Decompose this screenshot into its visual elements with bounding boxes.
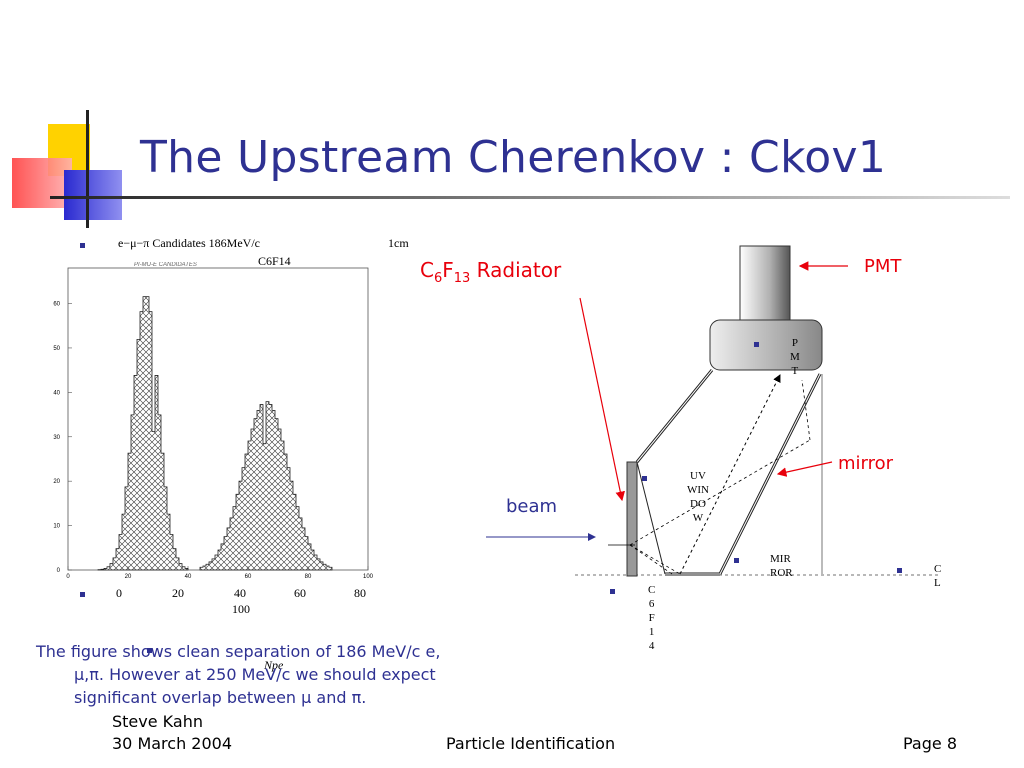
histogram-header: e−μ−π Candidates 186MeV/c (118, 236, 260, 250)
bullet-marker (147, 648, 152, 653)
bullet-marker (80, 592, 85, 597)
uv-line: W (692, 512, 704, 524)
x-tick-label: 60 (245, 574, 252, 580)
x-tick-label: 0 (66, 574, 70, 580)
c6f14-letter: 4 (648, 640, 655, 652)
axis-label-20: 20 (172, 586, 184, 600)
footer-date: 30 March 2004 (112, 734, 233, 753)
radiator-label-sub2: 13 (453, 271, 471, 286)
radiator-block (626, 461, 638, 577)
pmt-letter: T (791, 365, 799, 377)
y-tick-label: 10 (53, 524, 60, 530)
histogram-header-unit: 1cm (388, 236, 409, 250)
bullet-marker (80, 243, 85, 248)
x-axis-label: Npe (264, 658, 284, 672)
beam-label: beam (506, 496, 558, 517)
x-tick-label: 20 (125, 574, 132, 580)
pmt-tube (739, 245, 791, 322)
y-tick-label: 60 (53, 302, 60, 308)
pmt-letter: M (790, 351, 800, 363)
y-tick-label: 0 (57, 568, 61, 574)
pmt-letter: P (791, 337, 798, 349)
histogram-peak-electron-muon (97, 296, 189, 571)
bullet-marker (642, 476, 647, 481)
radiator-label-tail: Radiator (470, 258, 562, 282)
cl-letter: C (934, 563, 942, 575)
y-tick-label: 30 (53, 435, 60, 441)
footer-author: Steve Kahn (112, 712, 203, 731)
scan-header: PI-MU-E CANDIDATES (134, 262, 197, 268)
axis-label-40: 40 (234, 586, 246, 600)
red-square (12, 158, 72, 208)
uv-line: UV (690, 470, 706, 482)
bullet-marker (897, 568, 902, 573)
mirror-line: ROR (770, 567, 793, 579)
c6f14-letter: 1 (648, 626, 655, 638)
y-tick-label: 50 (53, 346, 60, 352)
c6f14-letter: C (648, 584, 656, 596)
blue-square (64, 170, 122, 220)
axis-label-0: 0 (116, 586, 122, 600)
radiator-label-sub1: 6 (433, 271, 443, 286)
uv-line: WIN (687, 484, 709, 496)
vertical-rule (86, 110, 89, 228)
pmt-label: PMT (864, 256, 902, 277)
logo-decoration (10, 110, 1010, 230)
bullet-marker (754, 342, 759, 347)
pmt-base (709, 319, 823, 371)
x-tick-label: 80 (305, 574, 312, 580)
bullet-marker (734, 558, 739, 563)
mirror-line: MIR (770, 553, 791, 565)
horizontal-rule (50, 196, 1010, 199)
axis-label-60: 60 (294, 586, 306, 600)
y-tick-label: 40 (53, 390, 60, 396)
c6f14-letter: 6 (648, 598, 655, 610)
caption-text: The figure shows clean separation of 186… (36, 640, 506, 709)
radiator-label-f: F (442, 258, 454, 282)
mirror-label: mirror (838, 453, 894, 474)
radiator-label: C6F13 Radiator (420, 258, 561, 286)
page-title: The Upstream Cherenkov : Ckov1 (140, 132, 887, 183)
x-tick-label: 40 (185, 574, 192, 580)
x-tick-label: 100 (363, 574, 374, 580)
radiator-label-c: C (420, 258, 434, 282)
bullet-marker (610, 589, 615, 594)
histogram-header-sub: C6F14 (258, 254, 291, 268)
caption-line-2: μ,π. However at 250 MeV/c we should expe… (74, 665, 436, 684)
footer-center: Particle Identification (446, 734, 616, 753)
axis-label-80: 80 (354, 586, 366, 600)
pmt-box-text: P M T (790, 336, 800, 378)
c6f14-letter: F (648, 612, 655, 624)
cl-text: C L (934, 562, 941, 590)
c6f14-text: C 6 F 1 4 (648, 583, 655, 653)
uv-line: DO (690, 498, 706, 510)
caption-line-3: significant overlap between μ and π. (74, 688, 367, 707)
cl-letter: L (934, 577, 941, 589)
uv-window-text: UV WIN DO W (678, 469, 718, 525)
axis-label-100: 100 (232, 602, 250, 616)
detector-diagram (486, 245, 940, 577)
footer-page: Page 8 (903, 734, 957, 753)
histogram-peak-pion (199, 401, 333, 571)
caption-line-1: The figure shows clean separation of 186… (36, 642, 441, 661)
mirror-box-text: MIR ROR (770, 552, 793, 580)
y-tick-label: 20 (53, 479, 60, 485)
